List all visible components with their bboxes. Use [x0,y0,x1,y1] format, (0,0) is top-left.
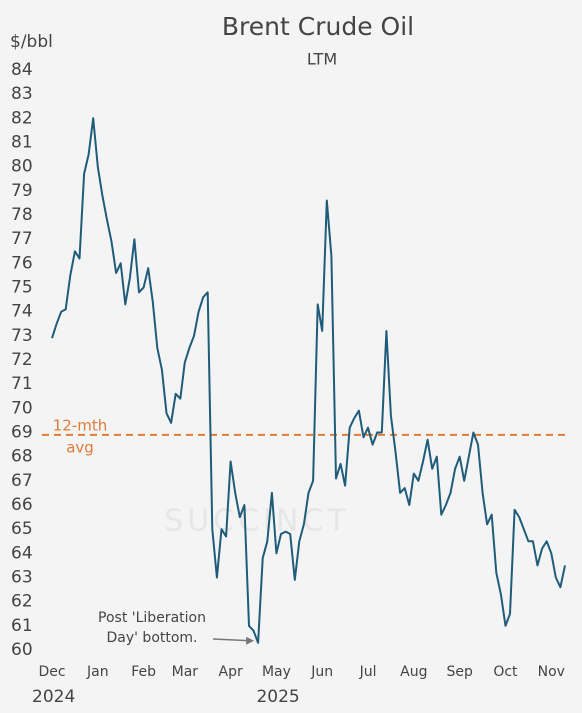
x-tick-label: Nov [538,664,565,680]
y-tick-label: 61 [11,616,33,636]
year-label: 2025 [256,687,299,707]
y-tick-label: 63 [11,568,33,588]
annotation-text: Post 'Liberation [98,610,206,626]
watermark: SUCCINCT [164,504,349,539]
x-tick-label: May [262,664,291,680]
y-tick-label: 82 [11,108,33,128]
y-tick-label: 68 [11,447,33,467]
y-tick-label: 72 [11,350,33,370]
x-tick-label: Apr [219,664,243,680]
y-tick-label: 76 [11,253,33,273]
y-tick-label: 78 [11,205,33,225]
y-tick-label: 73 [11,326,33,346]
annotation-arrow [212,638,251,642]
y-tick-label: 74 [11,302,33,322]
x-tick-label: Jun [310,664,333,680]
x-tick-label: Aug [400,664,427,680]
x-tick-label: Mar [172,664,199,680]
x-tick-label: Feb [131,664,156,680]
annotation-text: Day' bottom. [106,630,197,646]
x-tick-label: Sep [446,664,473,680]
y-tick-label: 84 [11,60,33,80]
y-tick-label: 81 [11,133,33,153]
y-tick-label: 67 [11,471,33,491]
y-tick-label: 77 [11,229,33,249]
y-tick-label: 69 [11,423,33,443]
x-tick-label: Jan [86,664,109,680]
y-tick-label: 60 [11,640,33,660]
x-tick-label: Dec [38,664,65,680]
y-tick-label: 75 [11,278,33,298]
y-axis-label: $/bbl [10,32,53,52]
average-label: 12-mth [53,416,108,434]
y-tick-label: 65 [11,519,33,539]
y-tick-label: 79 [11,181,33,201]
y-tick-label: 70 [11,398,33,418]
x-tick-label: Jul [359,664,377,680]
chart-subtitle: LTM [307,50,337,69]
annotation-arrowhead [246,636,255,645]
price-line [51,117,566,644]
year-label: 2024 [32,687,75,707]
y-tick-label: 71 [11,374,33,394]
y-tick-label: 66 [11,495,33,515]
average-label: avg [66,438,94,456]
y-tick-label: 80 [11,157,33,177]
y-tick-label: 62 [11,592,33,612]
y-tick-label: 83 [11,84,33,104]
x-tick-label: Oct [493,664,518,680]
chart-title: Brent Crude Oil [222,12,414,41]
y-tick-label: 64 [11,543,33,563]
